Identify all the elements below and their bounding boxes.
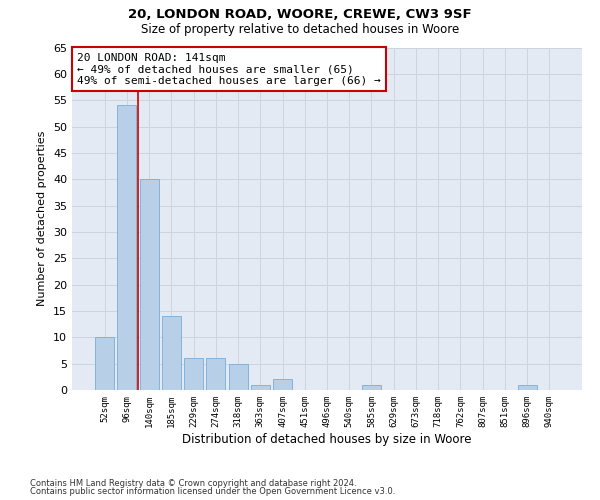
Text: Contains HM Land Registry data © Crown copyright and database right 2024.: Contains HM Land Registry data © Crown c… xyxy=(30,478,356,488)
Bar xyxy=(362,384,381,390)
Text: 20, LONDON ROAD, WOORE, CREWE, CW3 9SF: 20, LONDON ROAD, WOORE, CREWE, CW3 9SF xyxy=(128,8,472,20)
Text: 20 LONDON ROAD: 141sqm
← 49% of detached houses are smaller (65)
49% of semi-det: 20 LONDON ROAD: 141sqm ← 49% of detached… xyxy=(77,52,381,86)
Bar xyxy=(140,179,158,390)
Bar xyxy=(273,380,292,390)
Text: Contains public sector information licensed under the Open Government Licence v3: Contains public sector information licen… xyxy=(30,487,395,496)
Bar xyxy=(251,384,270,390)
Bar xyxy=(518,384,536,390)
Bar xyxy=(95,338,114,390)
Bar xyxy=(162,316,181,390)
Text: Size of property relative to detached houses in Woore: Size of property relative to detached ho… xyxy=(141,22,459,36)
Bar xyxy=(229,364,248,390)
Bar xyxy=(118,106,136,390)
Bar xyxy=(206,358,225,390)
Bar xyxy=(184,358,203,390)
X-axis label: Distribution of detached houses by size in Woore: Distribution of detached houses by size … xyxy=(182,432,472,446)
Y-axis label: Number of detached properties: Number of detached properties xyxy=(37,131,47,306)
